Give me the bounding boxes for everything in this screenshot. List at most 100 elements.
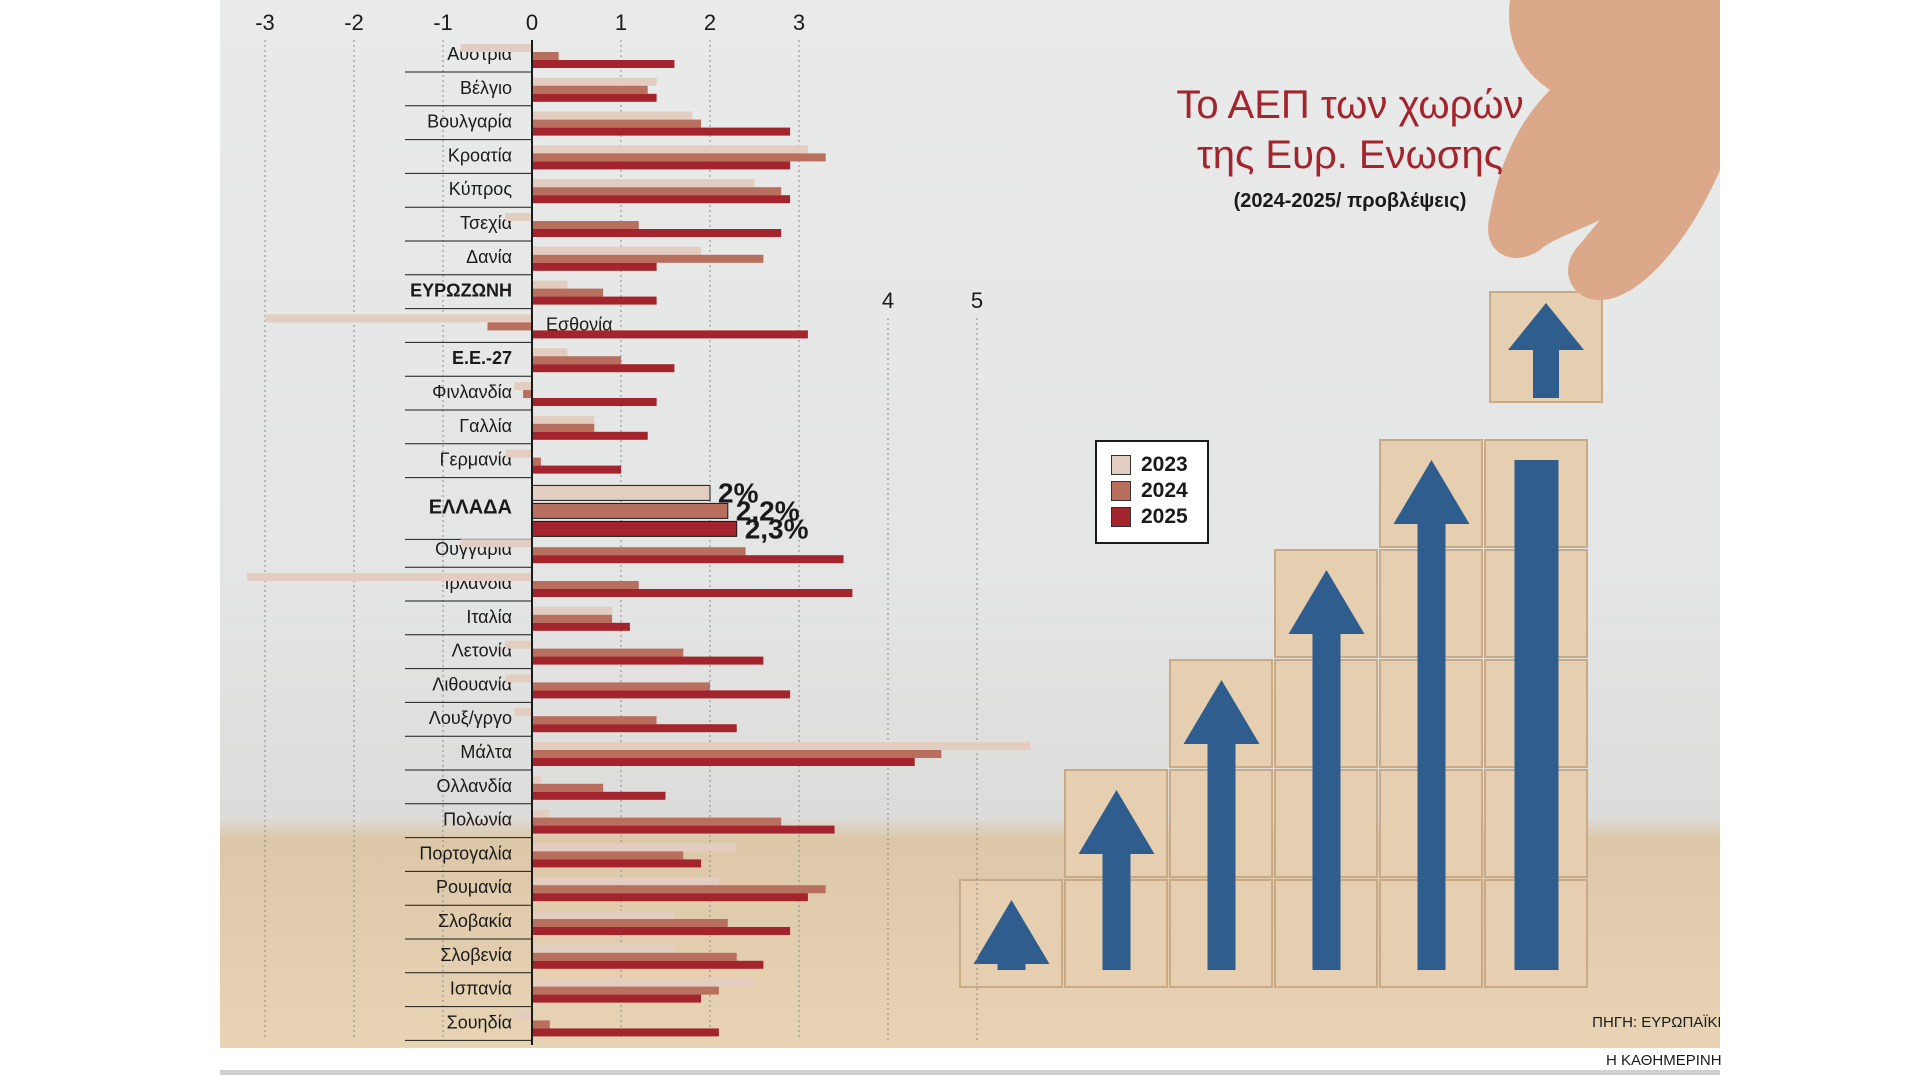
category-label: Σλοβακία [438,911,512,931]
infographic-panel: -3 -2 -1 0 1 2 3 4 5 Αυστρία Βέλγιο Βουλγαρία Κροατί… [220,0,1720,1048]
bar-2025 [532,555,844,564]
arrow-shaft [997,960,1026,970]
legend-item-2024: 2024 [1111,478,1207,504]
bar-2023 [532,742,1031,750]
chart-legend: 2023 2024 2025 [1095,440,1209,544]
x-tick-label-extra: 4 [882,288,894,313]
bar-2024 [532,52,559,60]
chart-title: Το ΑΕΠ των χωρών της Ευρ. Ενωσης [1100,80,1600,180]
x-tick-label: 0 [526,10,538,35]
bar-2025 [532,364,675,373]
bar-2024 [532,221,639,229]
greece-value-label: 2,3% [745,513,809,544]
bar-2024 [532,716,657,725]
bar-2025 [532,127,791,136]
category-label: Σουηδία [447,1012,512,1032]
category-label: ΕΥΡΩΖΩΝΗ [410,281,512,301]
arrow-shaft [1102,850,1131,970]
bar-2025 [532,60,675,68]
bar-2025 [532,994,702,1003]
category-label: ΕΛΛΑΔΑ [429,496,512,518]
bar-2025 [532,927,791,935]
bar-2023 [531,484,711,501]
bar-2023 [265,314,532,323]
category-label: Λετονία [452,641,512,661]
bar-2024 [532,1020,550,1029]
publisher-brand: Η ΚΑΘΗΜΕΡΙΝΗ [1600,1052,1722,1069]
bar-2023 [532,809,550,818]
category-label: Ε.Ε.-27 [452,348,512,368]
bar-2024 [532,423,595,432]
bar-2023 [505,449,532,458]
held-arrow-head [1508,303,1584,350]
legend-label-2024: 2024 [1141,479,1188,502]
bar-2024 [532,457,541,466]
x-tick-label: -1 [433,10,453,35]
bar-2023 [505,640,532,649]
bar-2024 [532,750,942,758]
bar-2024 [532,254,764,263]
legend-label-2023: 2023 [1141,453,1188,476]
bar-2023 [532,978,755,987]
category-label: Τσεχία [460,213,512,233]
x-tick-label: 3 [793,10,805,35]
chart-subtitle: (2024-2025/ προβλέψεις) [1233,190,1467,212]
bar-2025 [532,622,630,631]
arrow-shaft [1207,740,1236,970]
arrow-head [1288,570,1365,634]
category-label: Δανία [466,247,512,267]
bar-2025 [532,825,835,834]
bar-2024 [532,885,826,894]
bar-2023 [514,1012,532,1021]
category-label: Κροατία [448,145,512,165]
bar-2024 [531,502,729,519]
bar-2023 [532,348,568,357]
category-label: Ιταλία [466,607,512,627]
bar-2024 [532,783,604,792]
bar-2024 [532,288,604,297]
category-label: Εσθονία [546,314,613,334]
bar-2025 [532,330,808,339]
arrow-head [1393,460,1470,524]
title-line-1: Το ΑΕΠ των χωρών [1176,83,1524,127]
bar-2023 [532,911,675,919]
bar-2023 [514,382,532,390]
category-label: Κύπρος [449,179,513,199]
legend-swatch-2023 [1111,455,1131,475]
title-line-2: της Ευρ. Ενωσης [1196,133,1504,177]
bar-2023 [532,246,702,255]
category-label: Λιθουανία [432,674,512,694]
bar-2025 [531,520,738,537]
bar-2023 [532,145,808,154]
bar-2023 [532,606,613,615]
category-label: Μάλτα [460,742,512,762]
category-label: Βουλγαρία [427,112,512,132]
bar-2023 [532,111,693,120]
wooden-blocks-photo [959,0,1720,988]
bar-2023 [532,944,675,953]
footer-rule [220,1070,1720,1075]
category-label: Βέλγιο [460,78,512,98]
arrow-shaft [1312,630,1341,970]
legend-label-2025: 2025 [1141,505,1188,528]
x-tick-label: 2 [704,10,716,35]
bar-2024 [532,952,737,961]
bar-2024 [532,986,719,995]
bar-2025 [532,465,621,474]
bar-2025 [532,195,791,204]
bar-2025 [532,724,737,733]
hand [1488,0,1720,300]
x-tick-label: 1 [615,10,627,35]
bar-2025 [532,791,666,800]
bar-2025 [532,690,791,699]
bar-2025 [532,262,657,271]
bar-2024 [532,581,639,589]
bar-2023 [505,674,532,683]
bar-2025 [532,229,782,237]
bar-2024 [532,919,728,927]
source-note: ΠΗΓΗ: ΕΥΡΩΠΑΪΚΗ ΕΠΙΤΡΟΠΗ [1592,1014,1720,1031]
bar-2025 [532,431,648,440]
bar-2023 [532,280,568,289]
arrow-head [1078,790,1155,854]
bar-2023 [532,77,657,86]
